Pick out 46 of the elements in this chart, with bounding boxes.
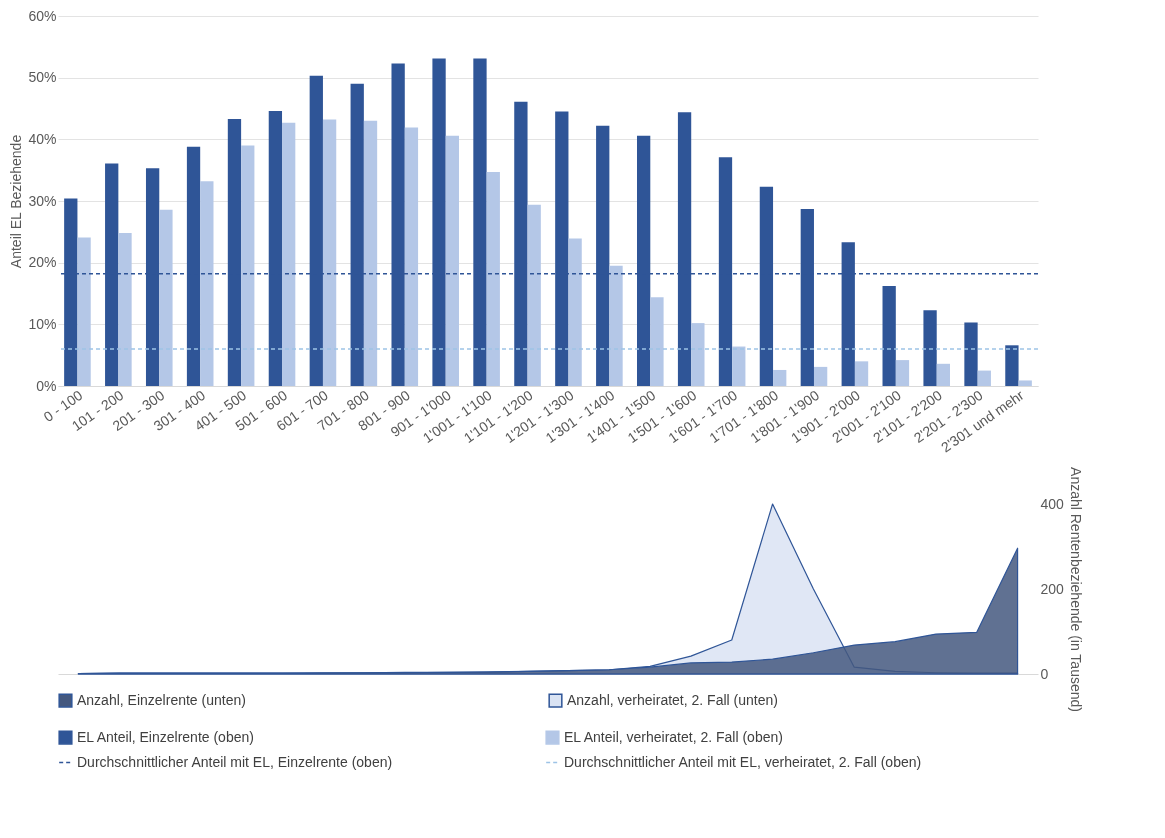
- legend-label: EL Anteil, verheiratet, 2. Fall (oben): [564, 728, 783, 745]
- bar: [568, 238, 582, 386]
- y-axis-title: Anzahl Rentenbeziehende (in Tausend): [1067, 467, 1084, 712]
- y-tick-label: 40%: [28, 130, 57, 147]
- bar: [445, 135, 459, 386]
- bar: [1018, 380, 1032, 386]
- bar: [923, 310, 937, 386]
- bar: [936, 363, 951, 386]
- legend-label: Anzahl, Einzelrente (unten): [77, 691, 246, 708]
- bar: [282, 122, 296, 386]
- bar: [322, 119, 337, 386]
- bar: [118, 233, 132, 386]
- bar: [527, 204, 541, 386]
- y-tick-label: 20%: [28, 254, 57, 271]
- y-tick-label: 0: [1040, 665, 1049, 682]
- bar: [964, 322, 978, 386]
- bar: [77, 237, 91, 386]
- bar: [773, 369, 787, 386]
- bar: [404, 127, 419, 386]
- y-tick-label: 30%: [28, 192, 57, 209]
- bar: [650, 297, 664, 386]
- bar: [200, 181, 214, 386]
- y-axis-title: Anteil EL Beziehende: [8, 134, 25, 269]
- bar: [363, 120, 378, 386]
- bar: [732, 346, 746, 386]
- legend-label: Durchschnittlicher Anteil mit EL, verheiratet, 2. Fall (oben): [564, 753, 922, 770]
- y-tick-label: 10%: [28, 315, 57, 332]
- bar: [1005, 345, 1019, 386]
- legend-label: Durchschnittlicher Anteil mit EL, Einzelrente (oben): [77, 753, 393, 770]
- y-tick-label: 400: [1040, 495, 1065, 512]
- bar: [159, 209, 173, 386]
- bar: [813, 366, 828, 386]
- y-tick-label: 0%: [36, 377, 57, 394]
- bar: [486, 172, 500, 386]
- bar: [691, 323, 705, 386]
- bar: [977, 370, 991, 386]
- bar: [854, 361, 869, 386]
- legend-label: EL Anteil, Einzelrente (oben): [77, 728, 254, 745]
- bar: [241, 145, 255, 386]
- bar: [895, 360, 910, 386]
- y-tick-label: 50%: [28, 69, 57, 86]
- legend-label: Anzahl, verheiratet, 2. Fall (unten): [567, 691, 778, 708]
- bar: [609, 265, 623, 386]
- y-tick-label: 200: [1040, 580, 1065, 597]
- bar: [882, 286, 896, 386]
- y-tick-label: 60%: [28, 7, 57, 24]
